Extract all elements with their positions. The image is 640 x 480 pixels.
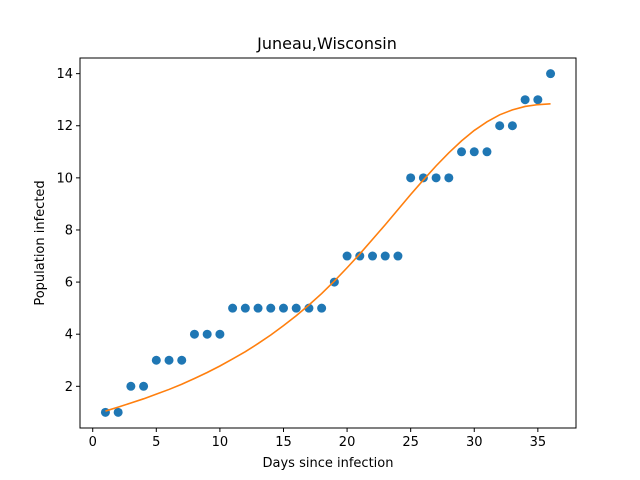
chart-title: Juneau,Wisconsin [256, 34, 397, 53]
data-point [100, 407, 110, 417]
data-point [418, 173, 428, 183]
data-point [495, 121, 505, 131]
data-point [533, 95, 543, 105]
data-point [457, 147, 467, 157]
data-point [469, 147, 479, 157]
data-point [253, 303, 263, 313]
data-point [139, 381, 149, 391]
data-point [520, 95, 530, 105]
data-point [406, 173, 416, 183]
data-point [317, 303, 327, 313]
data-point [342, 251, 352, 261]
data-point [482, 147, 492, 157]
data-point [431, 173, 441, 183]
data-point [380, 251, 390, 261]
x-tick-label: 30 [466, 435, 483, 450]
y-tick-label: 4 [65, 328, 73, 343]
y-tick-label: 14 [56, 67, 73, 82]
data-point [266, 303, 276, 313]
x-tick-label: 35 [530, 435, 547, 450]
y-tick-label: 10 [56, 171, 73, 186]
y-tick-label: 8 [65, 223, 73, 238]
data-point [507, 121, 517, 131]
data-point [177, 355, 187, 365]
data-point [278, 303, 288, 313]
data-point [228, 303, 238, 313]
data-point [355, 251, 365, 261]
x-tick-label: 0 [89, 435, 97, 450]
data-point [202, 329, 212, 339]
y-tick-label: 12 [56, 119, 73, 134]
data-point [444, 173, 454, 183]
data-point [113, 407, 123, 417]
data-point [151, 355, 161, 365]
data-point [126, 381, 136, 391]
fit-line [105, 103, 551, 412]
data-point [164, 355, 174, 365]
x-tick-label: 20 [339, 435, 356, 450]
y-tick-label: 6 [65, 276, 73, 291]
x-axis-label: Days since infection [263, 456, 394, 471]
x-tick-label: 25 [402, 435, 419, 450]
x-tick-label: 15 [275, 435, 292, 450]
y-axis-label: Population infected [33, 180, 48, 305]
data-point [546, 69, 556, 79]
x-tick-label: 10 [212, 435, 229, 450]
data-point [240, 303, 250, 313]
y-tick-label: 2 [65, 380, 73, 395]
data-point [368, 251, 378, 261]
data-point [291, 303, 301, 313]
plot-frame [79, 57, 577, 429]
data-point [393, 251, 403, 261]
x-tick-label: 5 [152, 435, 160, 450]
data-point [189, 329, 199, 339]
data-point [215, 329, 225, 339]
